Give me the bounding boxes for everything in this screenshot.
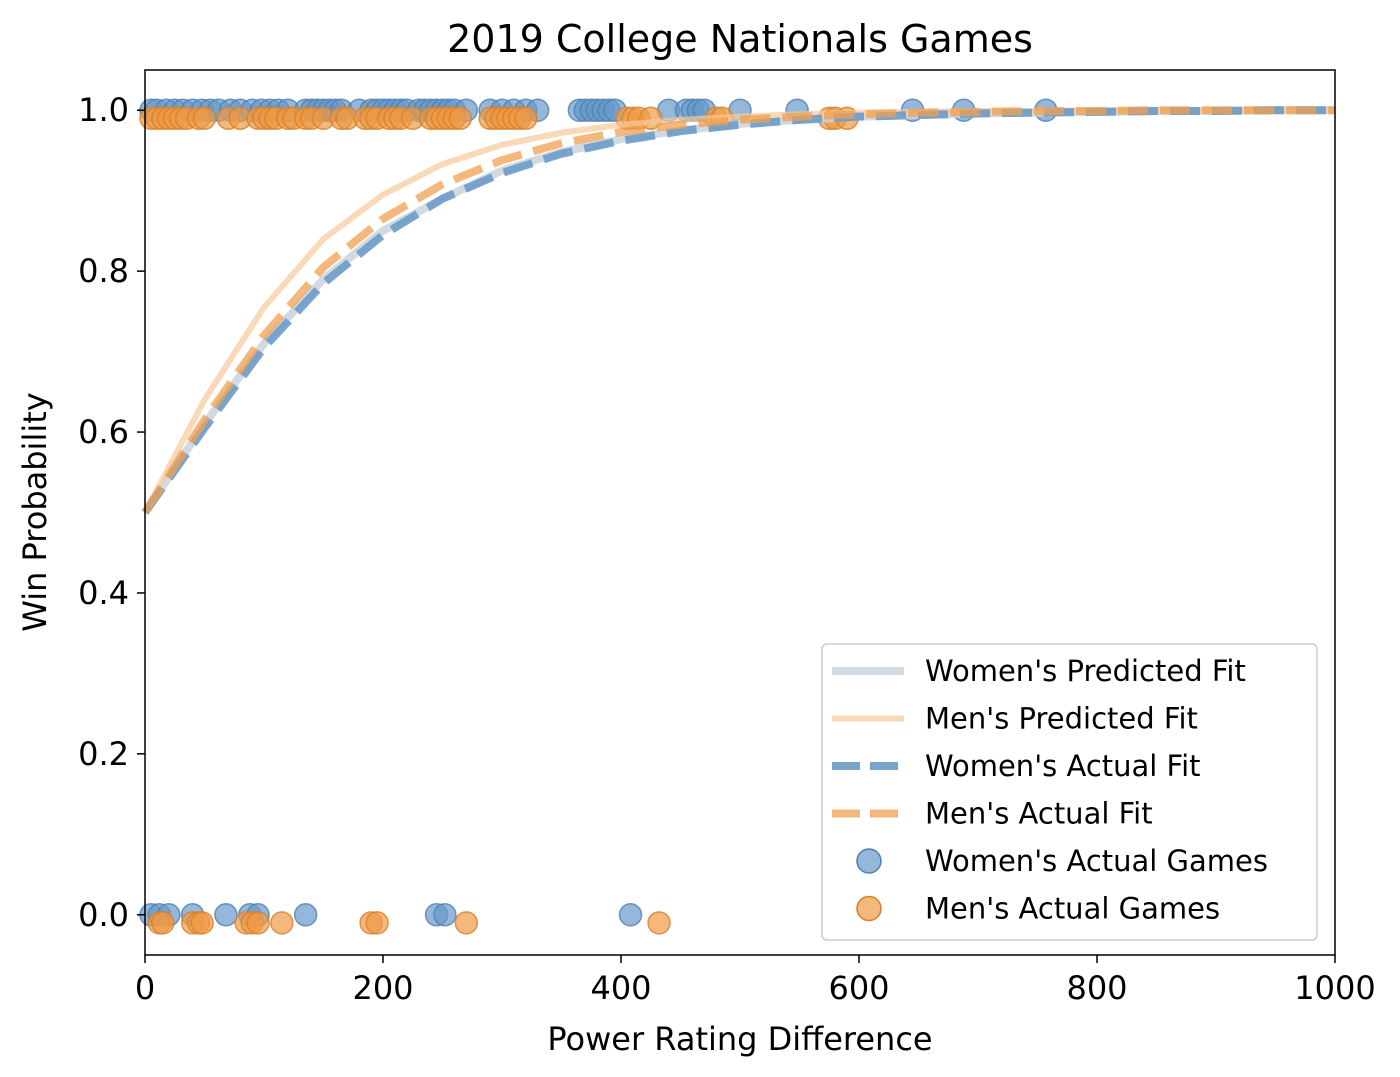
chart-title: 2019 College Nationals Games	[447, 17, 1033, 61]
series-line	[141, 106, 1335, 515]
y-axis: 0.0 0.2 0.4 0.6 0.8 1.0	[78, 91, 145, 934]
y-tick-label: 0.2	[78, 735, 129, 773]
data-point	[618, 903, 643, 927]
x-tick-label: 0	[135, 969, 155, 1007]
y-tick-label: 0.4	[78, 574, 129, 612]
x-tick-label: 1000	[1294, 969, 1375, 1007]
legend-label: Women's Predicted Fit	[925, 654, 1246, 688]
data-point	[365, 911, 389, 935]
series-line	[142, 107, 1335, 514]
legend: Women's Predicted Fit Men's Predicted Fit…	[821, 643, 1318, 941]
lines-layer	[141, 106, 1335, 515]
data-point	[151, 911, 175, 935]
x-tick-label: 600	[828, 969, 889, 1007]
legend-swatch	[856, 848, 882, 874]
legend-swatch	[856, 895, 882, 922]
data-point	[214, 903, 238, 927]
data-point	[192, 106, 217, 131]
data-point	[514, 106, 538, 131]
points-layer	[139, 98, 1058, 935]
data-point	[190, 911, 214, 935]
y-tick-label: 0.6	[78, 413, 129, 451]
series-line	[141, 106, 1335, 515]
y-tick-label: 0.0	[78, 896, 129, 934]
data-point	[448, 106, 473, 131]
y-tick-label: 1.0	[78, 91, 129, 129]
y-axis-title: Win Probability	[16, 392, 54, 631]
legend-label: Men's Actual Fit	[925, 797, 1153, 831]
legend-label: Men's Predicted Fit	[925, 702, 1198, 736]
x-axis: 0 200 400 600 800 1000	[135, 955, 1376, 1007]
x-tick-label: 800	[1066, 969, 1127, 1007]
plot-frame	[144, 69, 1336, 956]
data-point	[270, 911, 294, 935]
x-axis-title: Power Rating Difference	[547, 1020, 932, 1058]
legend-label: Men's Actual Games	[925, 892, 1220, 926]
data-point	[454, 911, 479, 935]
data-point	[647, 911, 671, 935]
legend-label: Women's Actual Fit	[925, 749, 1201, 783]
data-point	[433, 903, 457, 927]
y-tick-label: 0.8	[78, 252, 129, 290]
legend-label: Women's Actual Games	[925, 844, 1268, 878]
x-tick-label: 400	[590, 969, 651, 1007]
legend-box	[821, 643, 1318, 941]
series-line	[141, 106, 1335, 515]
data-point	[293, 903, 318, 927]
data-point	[246, 911, 270, 935]
x-tick-label: 200	[352, 969, 413, 1007]
